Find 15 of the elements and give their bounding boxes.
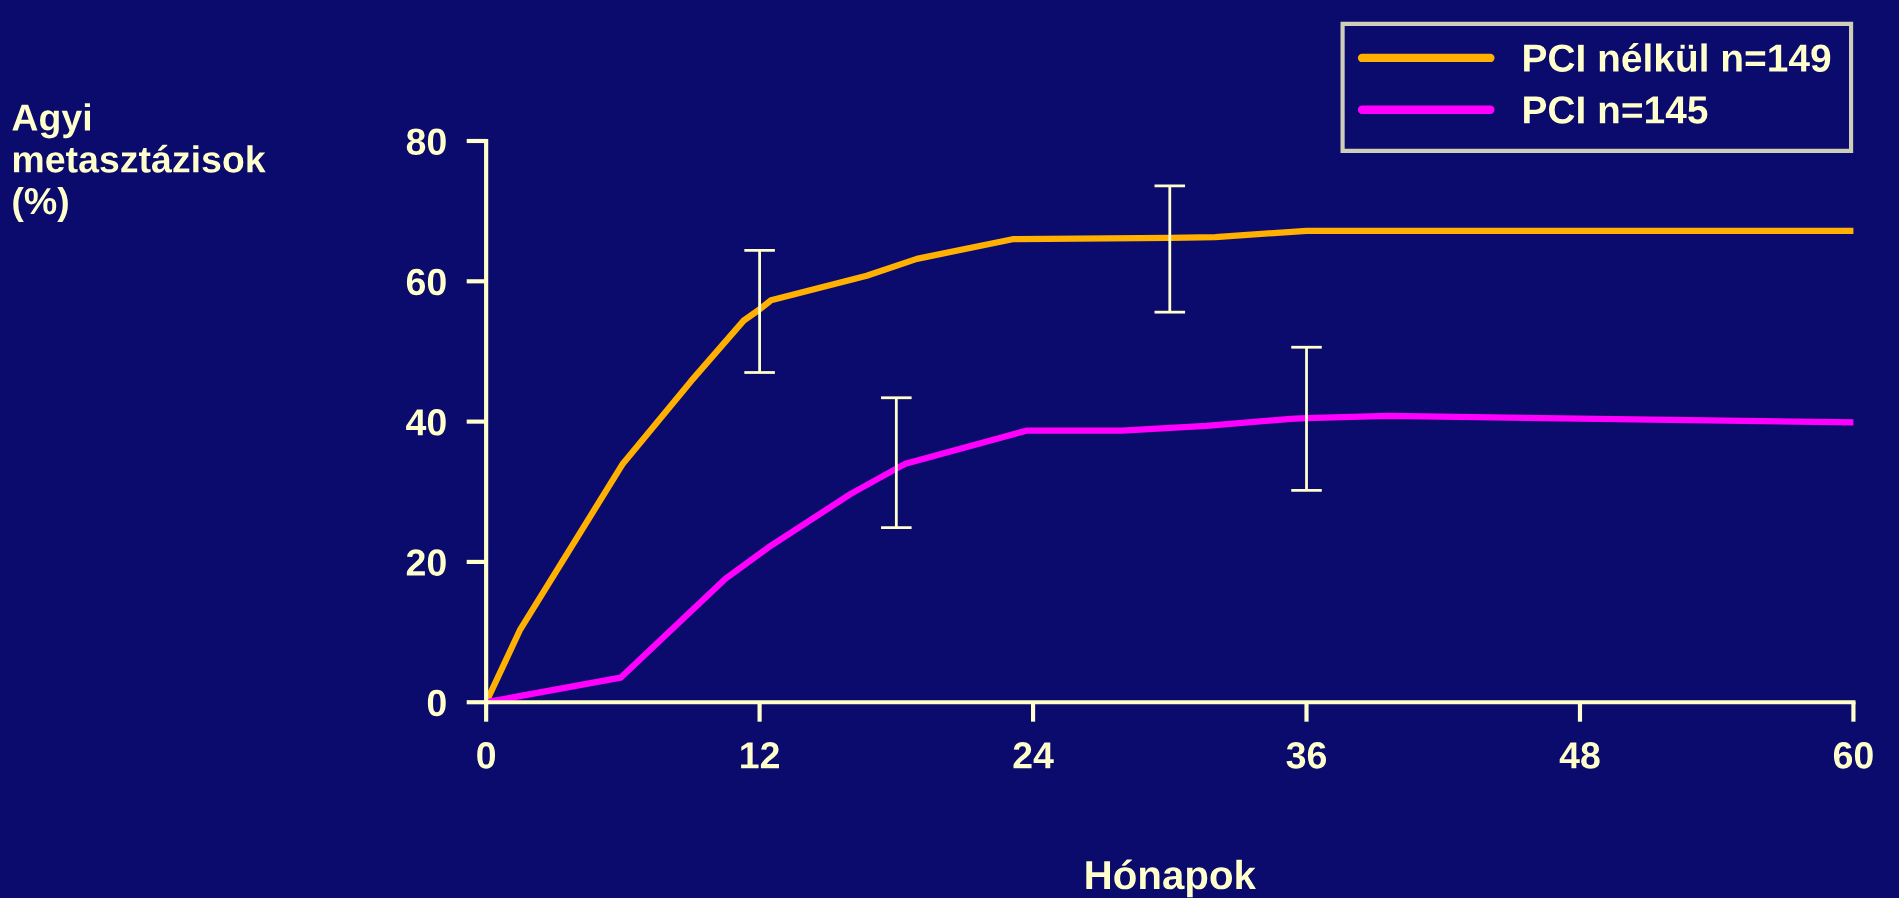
x-axis-title: Hónapok (1086, 859, 1256, 898)
x-tick-label: 12 (741, 742, 779, 769)
legend-label: PCI n=145 (1524, 96, 1708, 124)
y-tick-label: 20 (406, 549, 446, 576)
legend-label: PCI nélkül n=149 (1524, 43, 1831, 72)
x-tick-label: 60 (1833, 742, 1873, 769)
x-tick-label: 0 (477, 742, 496, 769)
y-tick-label: 80 (406, 128, 446, 155)
y-tick-label: 40 (406, 409, 446, 436)
x-tick-label: 48 (1559, 742, 1600, 769)
x-tick-label: 24 (1013, 742, 1054, 769)
y-tick-label: 60 (406, 268, 446, 296)
x-tick-label: 36 (1286, 742, 1327, 769)
y-axis-title: Agyi metasztázisok (%) (12, 103, 266, 222)
y-tick-label: 0 (427, 689, 446, 717)
